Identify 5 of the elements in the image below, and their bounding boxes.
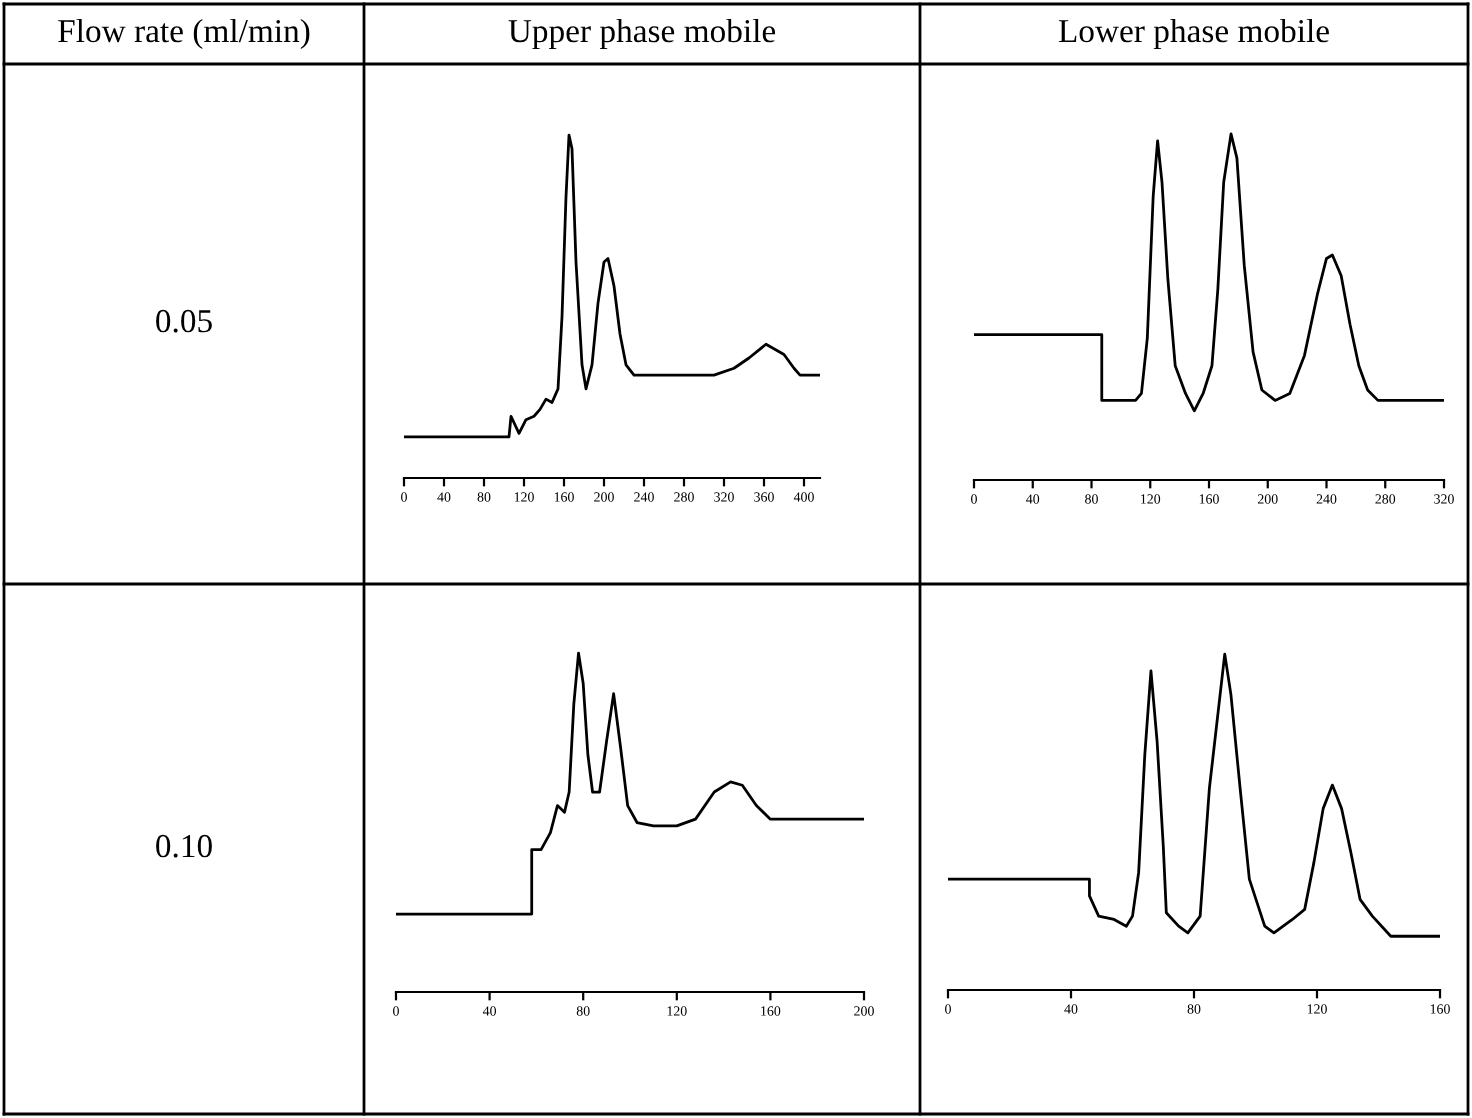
chart-title: Upper phase mobile [508,18,776,50]
chart-title: Lower phase mobile [1058,18,1329,50]
y-axis-title: 0.05 [156,309,212,333]
y-axis-title: 0.10 [156,834,212,858]
text: Flow rate (ml/min) [58,18,310,50]
